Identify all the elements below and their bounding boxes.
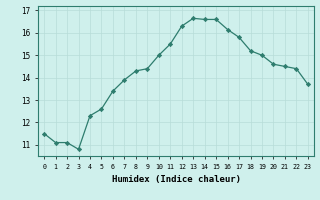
X-axis label: Humidex (Indice chaleur): Humidex (Indice chaleur)	[111, 175, 241, 184]
